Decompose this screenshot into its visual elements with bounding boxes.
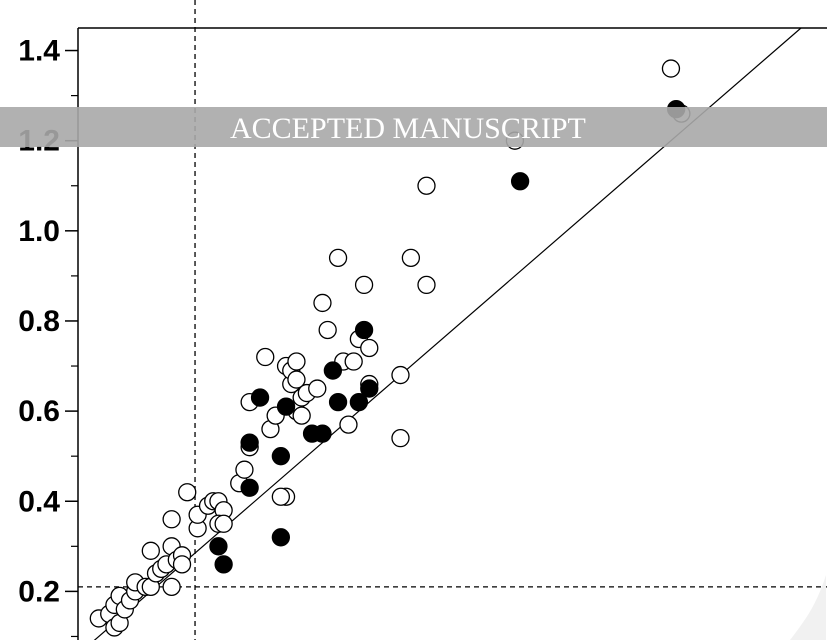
watermark-banner: ACCEPTED MANUSCRIPT [0, 107, 827, 147]
open-data-point [287, 352, 306, 371]
filled-data-point [240, 478, 259, 497]
open-data-point [328, 248, 348, 268]
open-data-point [141, 541, 160, 560]
open-data-point [313, 293, 332, 313]
open-data-point [271, 487, 291, 506]
open-data-point [292, 406, 311, 425]
filled-data-point [313, 424, 332, 443]
watermark-glyph-fragment [790, 575, 826, 640]
open-data-point [172, 555, 192, 574]
open-data-point [287, 370, 306, 389]
filled-data-point [510, 172, 530, 191]
open-data-point [162, 510, 181, 529]
open-data-point [661, 59, 681, 78]
reference-lines [78, 0, 827, 640]
open-data-point [391, 365, 410, 385]
open-data-point [318, 320, 337, 340]
filled-data-point [209, 537, 228, 556]
filled-data-point [354, 320, 374, 340]
open-data-point [235, 460, 254, 479]
open-data-point [360, 338, 379, 358]
filled-data-point [323, 361, 343, 380]
data-points [89, 59, 691, 637]
open-data-point [401, 248, 421, 268]
open-data-point [391, 428, 410, 448]
y-tick-label: 1.4 [18, 35, 60, 68]
open-data-point [308, 379, 327, 398]
filled-data-point [276, 397, 296, 416]
banner-band [0, 107, 827, 147]
open-data-point [162, 577, 181, 597]
y-tick-label: 0.6 [18, 395, 60, 428]
y-tick-label: 0.8 [18, 305, 60, 338]
filled-data-point [328, 392, 348, 412]
y-tick-label: 0.2 [18, 575, 60, 608]
open-data-point [214, 514, 233, 533]
filled-data-point [360, 379, 379, 398]
filled-data-point [250, 388, 270, 407]
open-data-point [354, 275, 374, 295]
open-data-point [178, 483, 197, 502]
open-data-point [417, 176, 436, 195]
diagonal-watermark-fragment [790, 575, 826, 640]
open-data-point [417, 275, 436, 295]
filled-data-point [271, 528, 291, 547]
filled-data-point [271, 447, 291, 466]
open-data-point [344, 352, 363, 371]
y-tick-label: 1.0 [18, 215, 60, 248]
open-data-point [339, 415, 358, 434]
filled-data-point [349, 392, 369, 412]
banner-text: ACCEPTED MANUSCRIPT [230, 112, 586, 145]
open-data-point [256, 347, 275, 367]
y-tick-label: 0.4 [18, 485, 60, 518]
filled-data-point [240, 433, 259, 452]
filled-data-point [214, 555, 233, 574]
